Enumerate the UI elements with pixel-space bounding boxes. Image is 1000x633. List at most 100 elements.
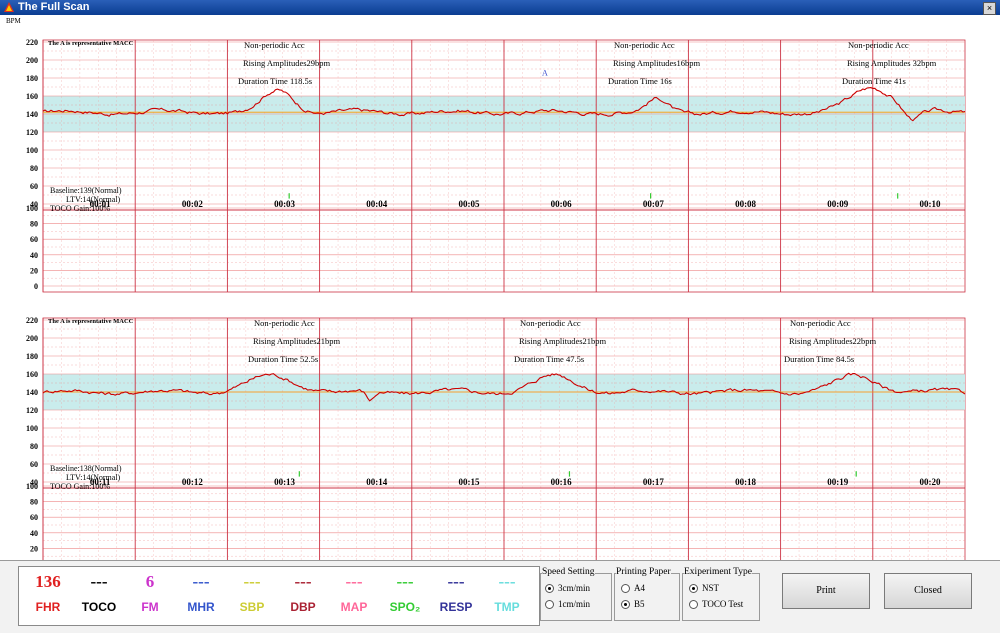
- fhr-tick-label: 220: [26, 38, 38, 47]
- print-button[interactable]: Print: [782, 573, 870, 609]
- toco-gain-text: TOCO Gain:100%: [50, 204, 110, 213]
- time-label: 00:15: [458, 477, 479, 487]
- annotation-line: Duration Time 84.5s: [784, 354, 854, 364]
- time-label: 00:17: [643, 477, 664, 487]
- time-label: 00:01: [90, 199, 111, 209]
- fhr-tick-label: 140: [26, 110, 38, 119]
- annotation-line: Duration Time 118.5s: [238, 76, 312, 86]
- time-label: 00:06: [551, 199, 572, 209]
- control-bar: 136 FHR --- TOCO 6 FM --- MHR --- SBP --- DBP --- MAP…: [0, 560, 1000, 633]
- speed-setting-group: Speed Setting 3cm/min 1cm/min: [540, 567, 612, 625]
- paper-a4-radio[interactable]: [621, 584, 630, 594]
- ctg-strip-chart: BPM2202001801601401201008060401008060402…: [6, 17, 966, 571]
- speed-option-1cm[interactable]: 1cm/min: [545, 599, 590, 610]
- acceleration-annotation: Non-periodic Acc Rising Amplitudes16bpm Du…: [608, 40, 701, 86]
- legend-item: --- MAP: [329, 567, 379, 625]
- speed-1cm-radio[interactable]: [545, 600, 554, 610]
- printing-paper-frame: [614, 573, 680, 621]
- fhr-tick-label: 180: [26, 352, 38, 361]
- toco-gain-text: TOCO Gain:100%: [50, 482, 110, 491]
- legend-value: ---: [498, 572, 516, 591]
- time-label: 00:10: [919, 199, 940, 209]
- fhr-tick-label: 120: [26, 128, 38, 137]
- legend-value: ---: [396, 572, 414, 591]
- legend-item: --- SPO₂: [380, 567, 430, 625]
- baseline-text: Baseline:139(Normal): [50, 186, 122, 195]
- baseline-text: Baseline:138(Normal): [50, 464, 122, 473]
- legend-label: FM: [141, 600, 159, 614]
- fhr-tick-label: 180: [26, 74, 38, 83]
- experiment-nst-radio[interactable]: [689, 584, 698, 594]
- window-close-button[interactable]: ×: [983, 2, 996, 15]
- annotation-line: Non-periodic Acc: [614, 40, 675, 50]
- paper-option-a4[interactable]: A4: [621, 583, 645, 594]
- toco-tick-label: 80: [30, 498, 38, 507]
- legend-item: --- RESP: [431, 567, 481, 625]
- experiment-toco-test-radio[interactable]: [689, 600, 698, 610]
- fhr-tick-label: 80: [30, 442, 38, 451]
- legend-label: RESP: [439, 600, 473, 614]
- toco-tick-label: 0: [34, 282, 38, 291]
- annotation-line: Duration Time 41s: [842, 76, 906, 86]
- legend-value: ---: [447, 572, 465, 591]
- speed-3cm-radio[interactable]: [545, 584, 554, 594]
- toco-tick-label: 40: [30, 251, 38, 260]
- ltv-text: LTV:14(Normal): [66, 195, 121, 204]
- printing-paper-title: Printing Paper: [616, 567, 671, 577]
- toco-tick-label: 20: [30, 544, 38, 553]
- time-label: 00:11: [90, 477, 111, 487]
- window-title: The Full Scan: [18, 1, 90, 13]
- legend-label: DBP: [290, 600, 316, 614]
- paper-option-b5[interactable]: B5: [621, 599, 645, 610]
- annotation-line: Rising Amplitudes29bpm: [243, 58, 331, 68]
- toco-tick-label: 60: [30, 513, 38, 522]
- legend-label: SPO₂: [389, 600, 421, 614]
- ltv-text: LTV:14(Normal): [66, 473, 121, 482]
- time-label: 00:04: [366, 199, 387, 209]
- annotation-line: Rising Amplitudes21bpm: [519, 336, 607, 346]
- speed-option-3cm[interactable]: 3cm/min: [545, 583, 590, 594]
- time-label: 00:12: [182, 477, 203, 487]
- annotation-line: Non-periodic Acc: [244, 40, 305, 50]
- fhr-tick-label: 40: [30, 200, 38, 209]
- fhr-trace: [42, 87, 966, 122]
- fhr-tick-label: 140: [26, 388, 38, 397]
- fhr-tick-label: 60: [30, 460, 38, 469]
- paper-b5-radio[interactable]: [621, 600, 630, 610]
- time-label: 00:18: [735, 477, 756, 487]
- annotation-line: Rising Amplitudes21bpm: [253, 336, 341, 346]
- chart-panel: 2202001801601401201008060401008060402000…: [26, 316, 966, 571]
- title-bar: The Full Scan ×: [0, 0, 1000, 15]
- speed-setting-frame: [540, 573, 612, 621]
- fhr-tick-label: 80: [30, 164, 38, 173]
- fhr-tick-label: 200: [26, 334, 38, 343]
- time-label: 00:19: [827, 477, 848, 487]
- legend-value: 136: [35, 572, 61, 591]
- toco-tick-label: 20: [30, 266, 38, 275]
- time-label: 00:05: [458, 199, 479, 209]
- experiment-type-title: Exiperiment Type: [684, 567, 753, 577]
- legend-label: FHR: [35, 600, 61, 614]
- time-label: 00:03: [274, 199, 295, 209]
- time-label: 00:08: [735, 199, 756, 209]
- app-logo-icon: [4, 2, 14, 12]
- legend-value: ---: [243, 572, 261, 591]
- time-label: 00:07: [643, 199, 664, 209]
- annotation-line: Duration Time 47.5s: [514, 354, 584, 364]
- experiment-option-toco-test[interactable]: TOCO Test: [689, 599, 743, 610]
- acceleration-annotation: Non-periodic Acc Rising Amplitudes29bpm Du…: [238, 40, 331, 86]
- fhr-trace: [42, 372, 966, 402]
- annotation-line: Duration Time 52.5s: [248, 354, 318, 364]
- closed-button[interactable]: Closed: [884, 573, 972, 609]
- legend-item: --- TMP: [482, 567, 532, 625]
- legend-item: 136 FHR: [23, 567, 73, 625]
- fhr-tick-label: 160: [26, 92, 38, 101]
- legend-value: ---: [90, 572, 108, 591]
- toco-tick-label: 100: [26, 204, 38, 213]
- acceleration-annotation: Non-periodic Acc Rising Amplitudes22bpm Du…: [784, 318, 877, 364]
- experiment-option-nst[interactable]: NST: [689, 583, 719, 594]
- toco-tick-label: 60: [30, 235, 38, 244]
- legend-item: 6 FM: [125, 567, 175, 625]
- annotation-line: Non-periodic Acc: [848, 40, 909, 50]
- parameter-legend: 136 FHR --- TOCO 6 FM --- MHR --- SBP --- DBP --- MAP…: [18, 566, 540, 626]
